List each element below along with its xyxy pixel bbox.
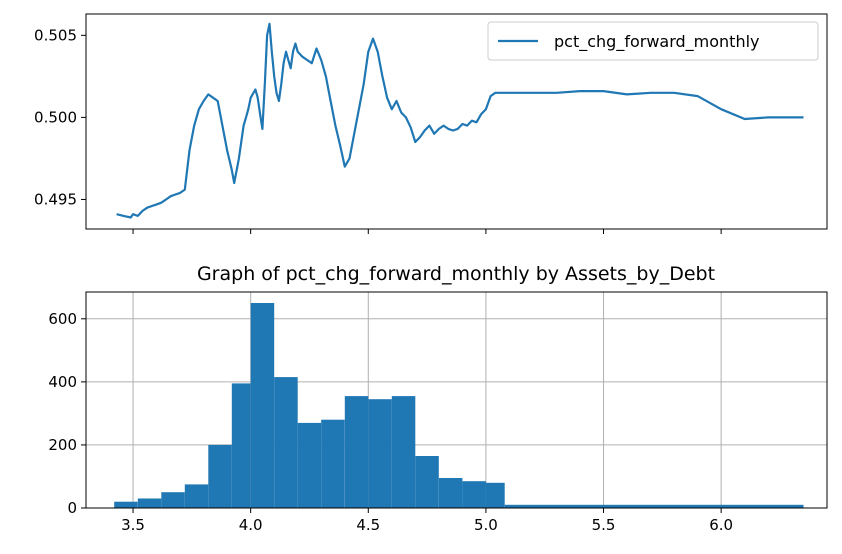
histogram-y-tick-label: 400 [48, 373, 77, 391]
histogram-bar [344, 396, 369, 508]
histogram-title: Graph of pct_chg_forward_monthly by Asse… [197, 263, 715, 285]
line-chart-y-ticks: 0.495 0.500 0.505 [34, 26, 86, 208]
legend: pct_chg_forward_monthly [487, 21, 819, 61]
legend-box [487, 21, 819, 61]
histogram-bar [321, 419, 345, 508]
histogram-bar [485, 482, 505, 508]
histogram-bar [250, 303, 275, 508]
histogram-x-tick-label: 4.0 [239, 516, 263, 534]
line-chart-panel: 0.495 0.500 0.505 pct_chg_forward_monthly [34, 13, 828, 234]
line-chart-y-tick-label: 0.505 [34, 26, 77, 44]
histogram-bar [208, 444, 232, 508]
histogram-grid [86, 292, 827, 509]
histogram-bar [114, 501, 138, 508]
histogram-y-tick-label: 200 [48, 436, 77, 454]
histogram-y-tick-label: 600 [48, 310, 77, 328]
histogram-x-tick-label: 3.5 [121, 516, 145, 534]
histogram-x-tick-label: 5.5 [592, 516, 616, 534]
histogram-x-ticks: 3.5 4.0 4.5 5.0 5.5 6.0 [121, 508, 733, 534]
histogram-x-tick-label: 4.5 [356, 516, 380, 534]
histogram-bar [391, 396, 416, 508]
histogram-bar [184, 484, 209, 508]
histogram-bar [297, 422, 322, 508]
series-line-pct-chg-forward-monthly [116, 22, 804, 219]
histogram-y-ticks: 0 200 400 600 [48, 310, 86, 517]
histogram-bar [368, 399, 392, 508]
histogram-axes-frame [86, 292, 827, 508]
line-chart-series-group [116, 22, 804, 219]
histogram-bars [114, 303, 804, 508]
line-chart-y-tick-label: 0.495 [34, 190, 77, 208]
histogram-x-tick-label: 6.0 [709, 516, 733, 534]
histogram-bar [504, 504, 804, 508]
histogram-bar [462, 481, 486, 508]
line-chart-y-tick-label: 0.500 [34, 108, 77, 126]
legend-entry-label: pct_chg_forward_monthly [554, 32, 760, 52]
histogram-bar [415, 456, 439, 508]
line-chart-x-ticks [132, 229, 722, 234]
histogram-x-tick-label: 5.0 [474, 516, 498, 534]
histogram-bar [438, 478, 463, 508]
histogram-panel: Graph of pct_chg_forward_monthly by Asse… [48, 263, 828, 534]
histogram-bar [137, 498, 162, 508]
histogram-bar [231, 383, 251, 508]
histogram-axes-border [85, 291, 828, 509]
histogram-y-tick-label: 0 [67, 499, 77, 517]
histogram-bar [161, 492, 185, 508]
histogram-bar [274, 377, 298, 508]
